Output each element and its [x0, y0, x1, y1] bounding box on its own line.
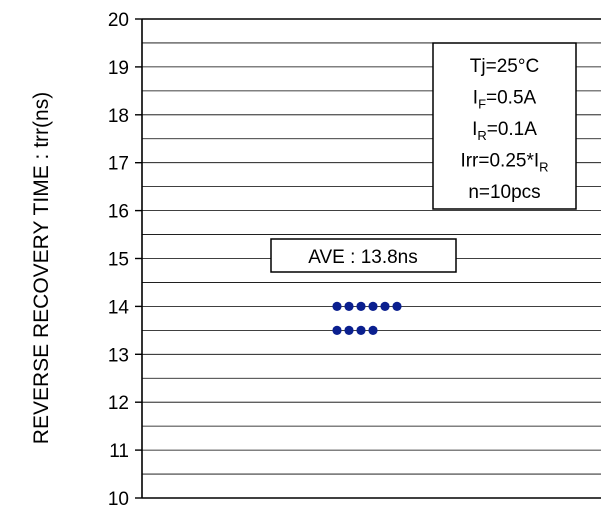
data-point [368, 325, 378, 335]
data-point [332, 301, 342, 311]
y-tick-label: 12 [108, 393, 129, 414]
y-tick-label: 16 [108, 202, 129, 223]
average-label: AVE : 13.8ns [308, 247, 418, 268]
condition-line: Tj=25°C [470, 56, 539, 77]
y-tick-label: 15 [108, 250, 129, 271]
average-annotation: AVE : 13.8ns [270, 238, 457, 273]
y-tick-label: 18 [108, 106, 129, 127]
y-tick-label: 11 [109, 441, 129, 462]
y-tick-labels: 10 11 12 13 14 15 16 17 18 19 20 [108, 10, 142, 510]
y-tick-label: 19 [108, 58, 129, 79]
condition-line: n=10pcs [468, 182, 540, 203]
data-point [344, 325, 354, 335]
y-tick-label: 14 [108, 297, 130, 318]
y-tick-label: 20 [108, 10, 129, 31]
condition-line: Irr=0.25*IR [460, 151, 548, 175]
y-tick-label: 17 [108, 154, 129, 175]
condition-line: IF=0.5A [473, 88, 537, 112]
data-point [368, 301, 378, 311]
data-point [356, 301, 366, 311]
data-point [332, 325, 342, 335]
y-tick-label: 13 [108, 345, 129, 366]
data-point [356, 325, 366, 335]
data-point [392, 301, 402, 311]
data-point [344, 301, 354, 311]
conditions-legend: Tj=25°C IF=0.5A IR=0.1A Irr=0.25*IR n=10pcs [432, 42, 577, 210]
condition-line: IR=0.1A [472, 119, 537, 143]
data-point [380, 301, 390, 311]
data-points [332, 301, 402, 335]
y-axis-label: REVERSE RECOVERY TIME : trr(ns) [30, 92, 53, 444]
y-tick-label: 10 [108, 489, 129, 510]
